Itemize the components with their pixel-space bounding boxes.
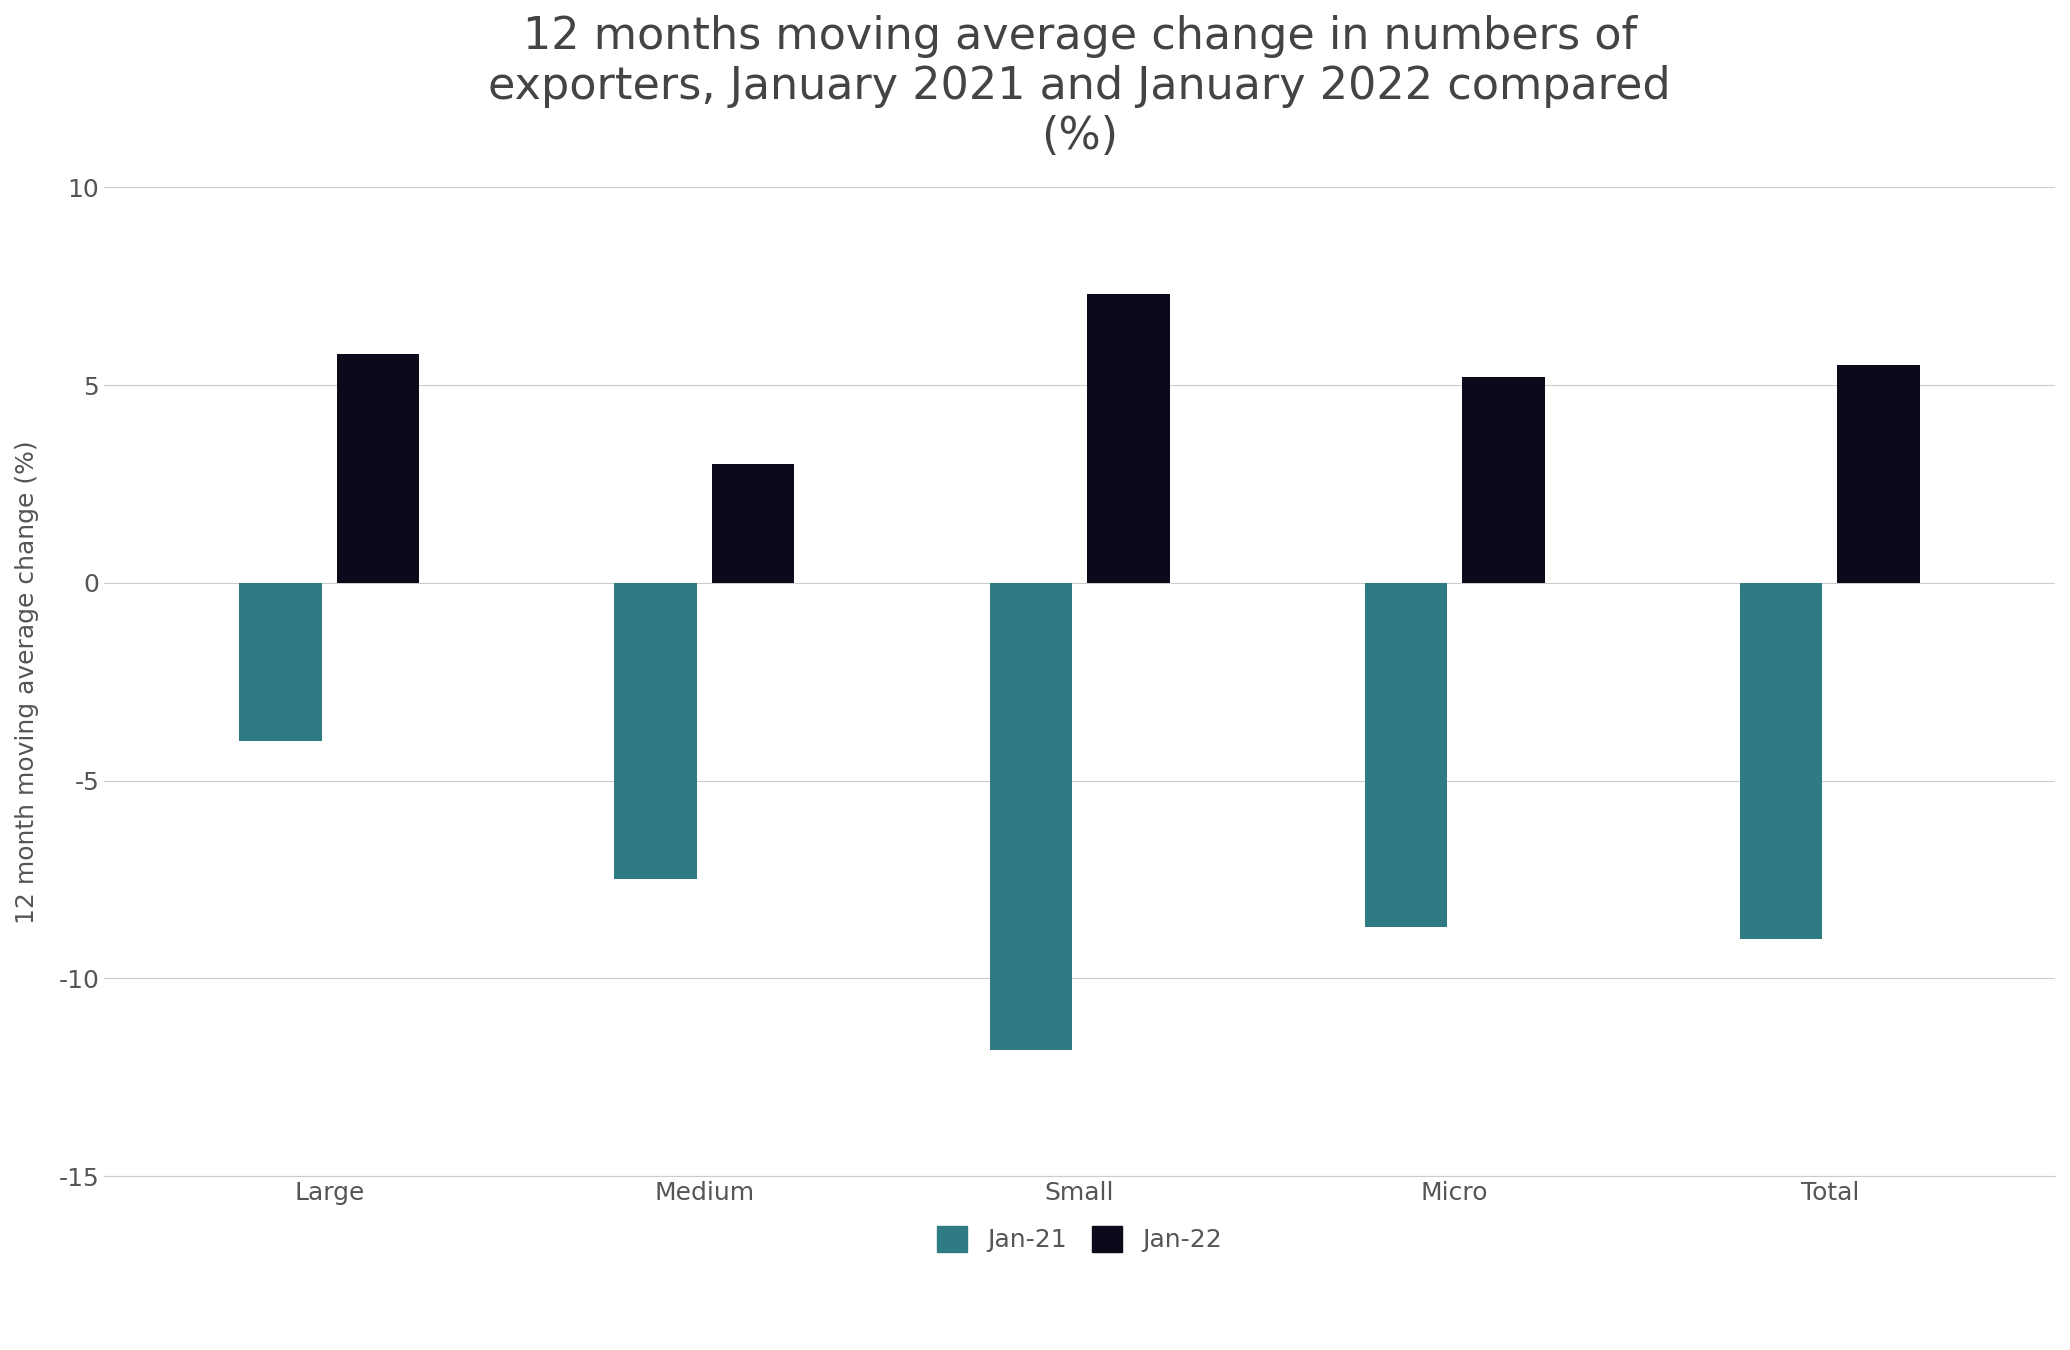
Bar (1087, 294, 1170, 583)
Y-axis label: 12 month moving average change (%): 12 month moving average change (%) (14, 440, 39, 923)
Bar (989, 583, 1072, 1049)
Title: 12 months moving average change in numbers of
exporters, January 2021 and Januar: 12 months moving average change in numbe… (489, 15, 1670, 158)
Bar (240, 583, 321, 741)
Bar (712, 464, 795, 583)
Bar (1838, 366, 1921, 583)
Bar (1461, 377, 1544, 583)
Bar (1364, 583, 1447, 927)
Bar (615, 583, 698, 879)
Bar (337, 354, 420, 583)
Bar (1741, 583, 1822, 938)
Legend: Jan-21, Jan-22: Jan-21, Jan-22 (927, 1216, 1232, 1262)
